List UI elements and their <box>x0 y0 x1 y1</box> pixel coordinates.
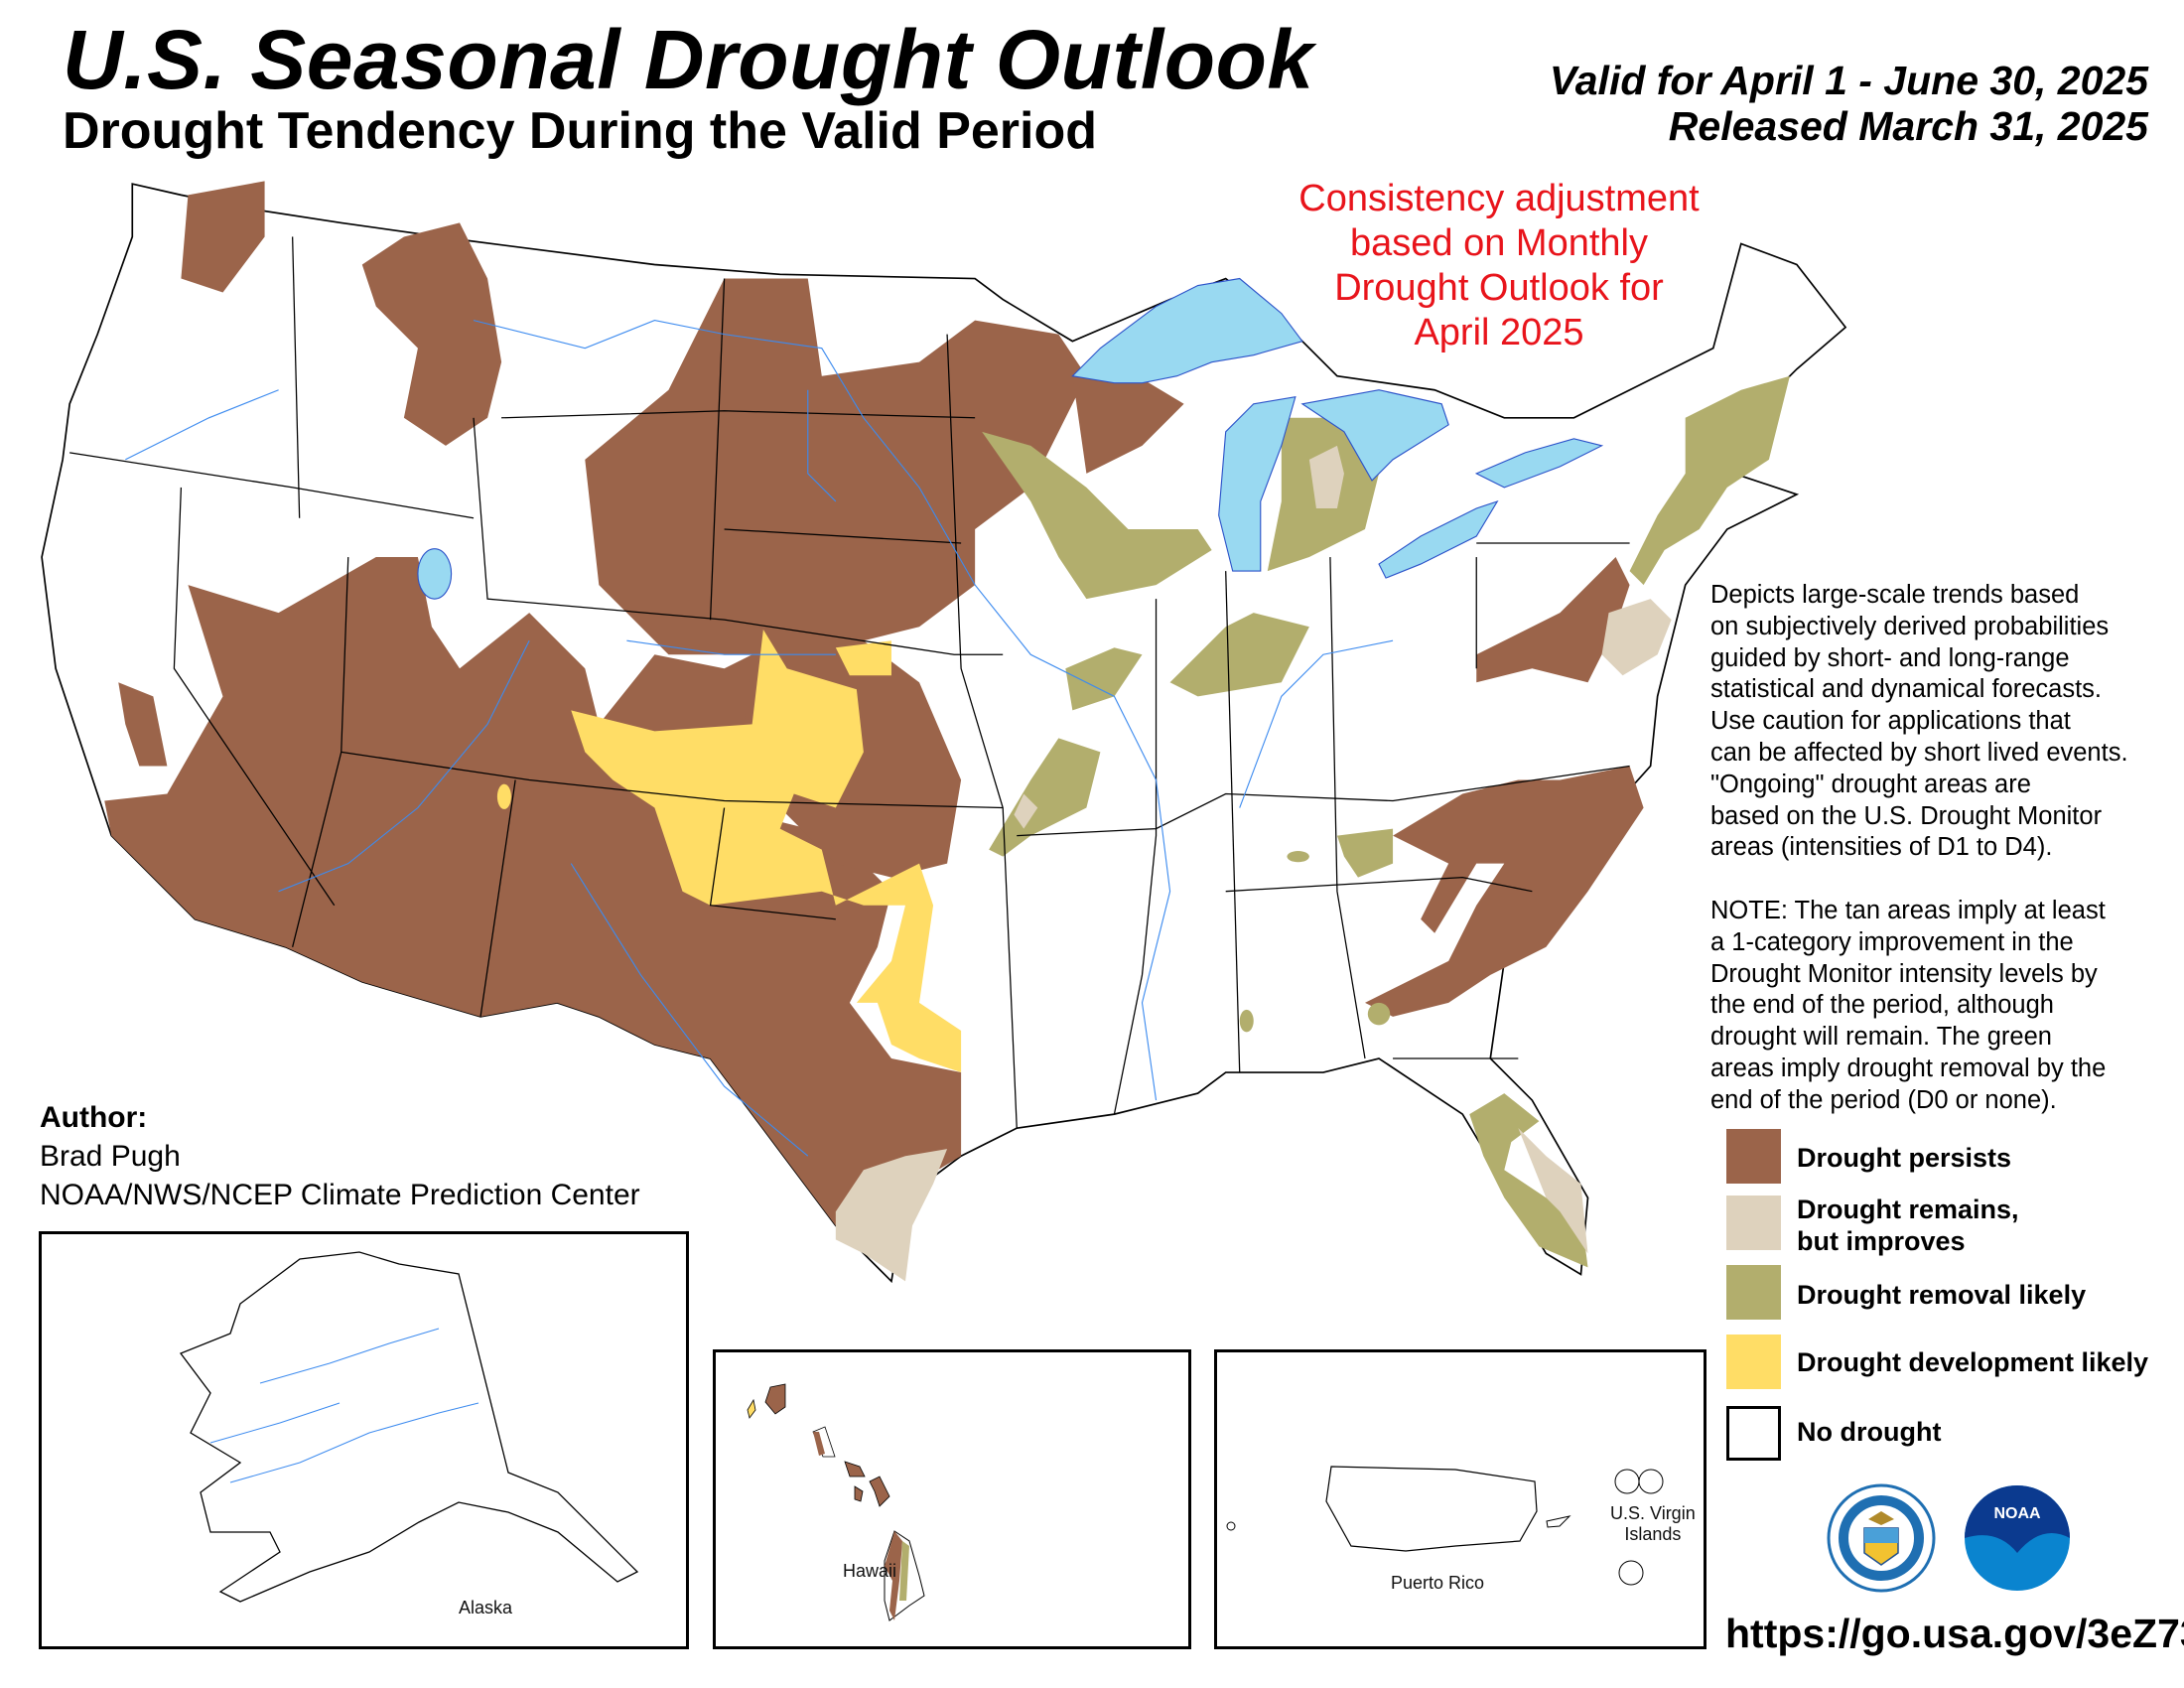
author-org: NOAA/NWS/NCEP Climate Prediction Center <box>40 1179 640 1211</box>
drought-persists-areas <box>104 181 1644 1226</box>
legend-swatch-improves <box>1726 1196 1781 1250</box>
note-line: Drought Monitor intensity levels by <box>1710 959 2098 988</box>
consistency-line: Drought Outlook for <box>1334 267 1664 309</box>
rivers <box>125 320 1394 1157</box>
hawaii-inset: Hawaii <box>713 1349 1191 1649</box>
legend-swatch-development <box>1726 1335 1781 1389</box>
consistency-line: Consistency adjustment <box>1298 178 1700 219</box>
commerce-seal-logo <box>1827 1483 1936 1593</box>
consistency-line: April 2025 <box>1414 312 1584 353</box>
description-text: Depicts large-scale trends based on subj… <box>1710 580 2128 864</box>
legend-swatch-persists <box>1726 1129 1781 1184</box>
hawaii-label: Hawaii <box>843 1561 897 1581</box>
legend-label-improves: Drought remains, but improves <box>1797 1194 2019 1257</box>
legend-label-removal: Drought removal likely <box>1797 1280 2087 1310</box>
valid-period: Valid for April 1 - June 30, 2025 <box>1549 58 2148 103</box>
alaska-label: Alaska <box>459 1598 513 1618</box>
author-name: Brad Pugh <box>40 1140 181 1173</box>
description-line: Depicts large-scale trends based <box>1710 581 2080 609</box>
description-line: can be affected by short lived events. <box>1710 738 2128 767</box>
puerto-rico-label: Puerto Rico <box>1391 1573 1485 1593</box>
description-line: "Ongoing" drought areas are <box>1710 770 2031 798</box>
description-line: guided by short- and long-range <box>1710 643 2070 672</box>
note-line: NOTE: The tan areas imply at least <box>1710 897 2106 924</box>
virgin-islands-label: U.S. Virgin Islands <box>1610 1503 1696 1545</box>
description-line: based on the U.S. Drought Monitor <box>1710 801 2103 830</box>
legend-label-persists: Drought persists <box>1797 1143 2012 1173</box>
info-url-link[interactable]: https://go.usa.gov/3eZ73 <box>1725 1611 2184 1656</box>
legend-swatch-removal <box>1726 1265 1781 1320</box>
great-lakes <box>417 277 1604 600</box>
description-line: statistical and dynamical forecasts. <box>1710 675 2103 704</box>
legend-label-none: No drought <box>1797 1417 1942 1447</box>
note-line: areas imply drought removal by the <box>1710 1054 2107 1082</box>
description-line: on subjectively derived probabilities <box>1710 612 2110 640</box>
virgin-islands-label-line2: Islands <box>1624 1524 1682 1544</box>
alaska-inset: Alaska <box>39 1231 689 1649</box>
note-line: a 1-category improvement in the <box>1710 927 2074 956</box>
drought-improves-areas <box>835 445 1672 1282</box>
consistency-note: Consistency adjustment based on Monthly … <box>1261 177 1737 355</box>
drought-removal-areas <box>982 375 1790 1268</box>
alaska-map <box>179 1251 639 1603</box>
legend-label-improves-line1: Drought remains, <box>1797 1195 2019 1224</box>
puerto-rico-map <box>1226 1466 1664 1586</box>
note-line: end of the period (D0 or none). <box>1710 1085 2057 1114</box>
consistency-line: based on Monthly <box>1350 222 1648 264</box>
release-date: Released March 31, 2025 <box>1668 103 2148 149</box>
state-borders <box>69 236 1630 1129</box>
legend-label-improves-line2: but improves <box>1797 1226 1966 1256</box>
author-block: Author: Brad Pugh NOAA/NWS/NCEP Climate … <box>40 1098 640 1214</box>
noaa-logo: NOAA <box>1965 1485 2070 1591</box>
description-line: areas (intensities of D1 to D4). <box>1710 833 2053 862</box>
page-subtitle: Drought Tendency During the Valid Period <box>63 102 1098 160</box>
author-heading: Author: <box>40 1101 148 1134</box>
hawaii-map <box>747 1383 925 1621</box>
note-text: NOTE: The tan areas imply at least a 1-c… <box>1710 896 2106 1117</box>
drought-development-areas <box>496 629 962 1073</box>
page-title: U.S. Seasonal Drought Outlook <box>63 13 1314 106</box>
puerto-rico-inset: Puerto Rico U.S. Virgin Islands <box>1214 1349 1706 1649</box>
legend-label-development: Drought development likely <box>1797 1347 2149 1377</box>
note-line: the end of the period, although <box>1710 991 2054 1020</box>
description-line: Use caution for applications that <box>1710 707 2071 736</box>
note-line: drought will remain. The green <box>1710 1023 2052 1052</box>
legend-swatch-none <box>1726 1406 1781 1461</box>
virgin-islands-label-line1: U.S. Virgin <box>1610 1503 1696 1523</box>
noaa-logo-text: NOAA <box>1993 1505 2041 1522</box>
